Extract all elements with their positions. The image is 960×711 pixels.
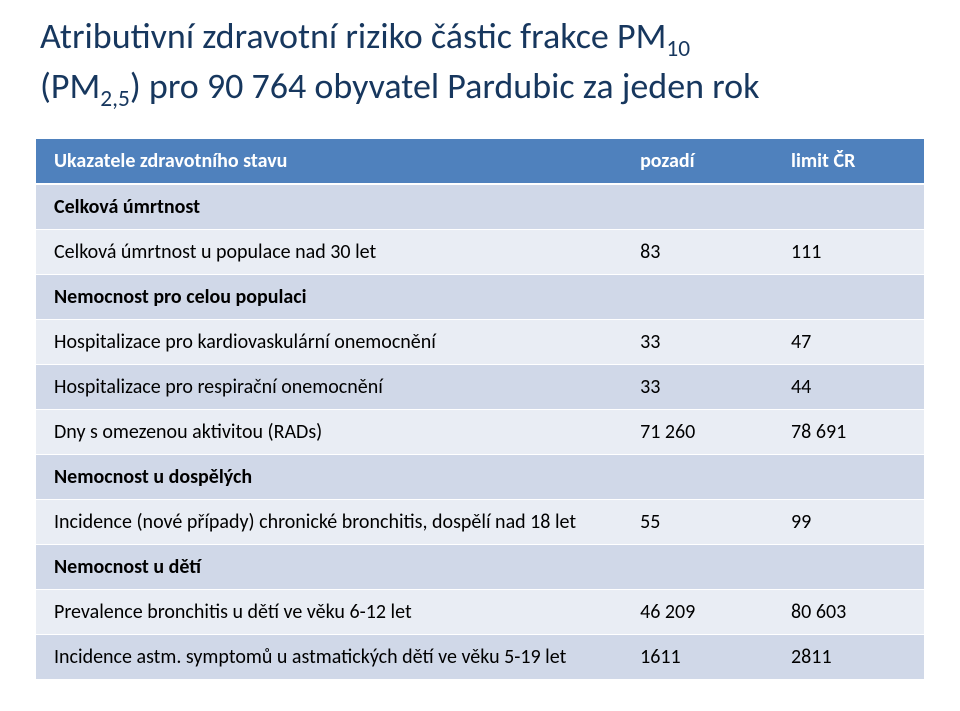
row-value-limit: 99	[773, 499, 924, 544]
row-value-pozadi: 71 260	[622, 409, 773, 454]
table-row: Prevalence bronchitis u dětí ve věku 6-1…	[36, 589, 924, 634]
col-header-pozadi: pozadí	[622, 139, 773, 184]
col-header-indicator: Ukazatele zdravotního stavu	[36, 139, 622, 184]
risk-table: Ukazatele zdravotního stavu pozadí limit…	[36, 139, 924, 680]
table-container: Ukazatele zdravotního stavu pozadí limit…	[0, 121, 960, 680]
table-row: Incidence astm. symptomů u astmatických …	[36, 634, 924, 679]
section-label: Nemocnost u dětí	[36, 544, 924, 589]
row-value-pozadi: 83	[622, 229, 773, 274]
row-label: Prevalence bronchitis u dětí ve věku 6-1…	[36, 589, 622, 634]
table-row: Incidence (nové případy) chronické bronc…	[36, 499, 924, 544]
section-label: Celková úmrtnost	[36, 184, 924, 230]
table-row: Hospitalizace pro kardiovaskulární onemo…	[36, 319, 924, 364]
row-value-pozadi: 46 209	[622, 589, 773, 634]
table-header-row: Ukazatele zdravotního stavu pozadí limit…	[36, 139, 924, 184]
row-label: Hospitalizace pro kardiovaskulární onemo…	[36, 319, 622, 364]
row-label: Hospitalizace pro respirační onemocnění	[36, 364, 622, 409]
section-label: Nemocnost u dospělých	[36, 454, 924, 499]
row-label: Incidence (nové případy) chronické bronc…	[36, 499, 622, 544]
title-line1-sub: 10	[666, 35, 690, 63]
row-value-limit: 111	[773, 229, 924, 274]
row-value-pozadi: 33	[622, 364, 773, 409]
row-value-pozadi: 33	[622, 319, 773, 364]
row-value-limit: 44	[773, 364, 924, 409]
table-row: Dny s omezenou aktivitou (RADs)71 26078 …	[36, 409, 924, 454]
title-line2-pre: (PM	[40, 64, 100, 108]
title-line2-sub: 2,5	[100, 86, 130, 114]
slide-title: Atributivní zdravotní riziko částic frak…	[0, 0, 960, 121]
row-label: Incidence astm. symptomů u astmatických …	[36, 634, 622, 679]
table-row: Celková úmrtnost u populace nad 30 let83…	[36, 229, 924, 274]
section-row: Nemocnost u dospělých	[36, 454, 924, 499]
section-row: Celková úmrtnost	[36, 184, 924, 230]
row-value-limit: 80 603	[773, 589, 924, 634]
table-body: Celková úmrtnostCelková úmrtnost u popul…	[36, 184, 924, 680]
row-label: Celková úmrtnost u populace nad 30 let	[36, 229, 622, 274]
title-line2-post: ) pro 90 764 obyvatel Pardubic za jeden …	[130, 64, 760, 108]
row-value-pozadi: 1611	[622, 634, 773, 679]
section-row: Nemocnost pro celou populaci	[36, 274, 924, 319]
col-header-limit: limit ČR	[773, 139, 924, 184]
title-line1-pre: Atributivní zdravotní riziko částic frak…	[40, 14, 666, 58]
row-label: Dny s omezenou aktivitou (RADs)	[36, 409, 622, 454]
table-row: Hospitalizace pro respirační onemocnění3…	[36, 364, 924, 409]
section-label: Nemocnost pro celou populaci	[36, 274, 924, 319]
row-value-limit: 47	[773, 319, 924, 364]
row-value-limit: 2811	[773, 634, 924, 679]
row-value-pozadi: 55	[622, 499, 773, 544]
section-row: Nemocnost u dětí	[36, 544, 924, 589]
row-value-limit: 78 691	[773, 409, 924, 454]
